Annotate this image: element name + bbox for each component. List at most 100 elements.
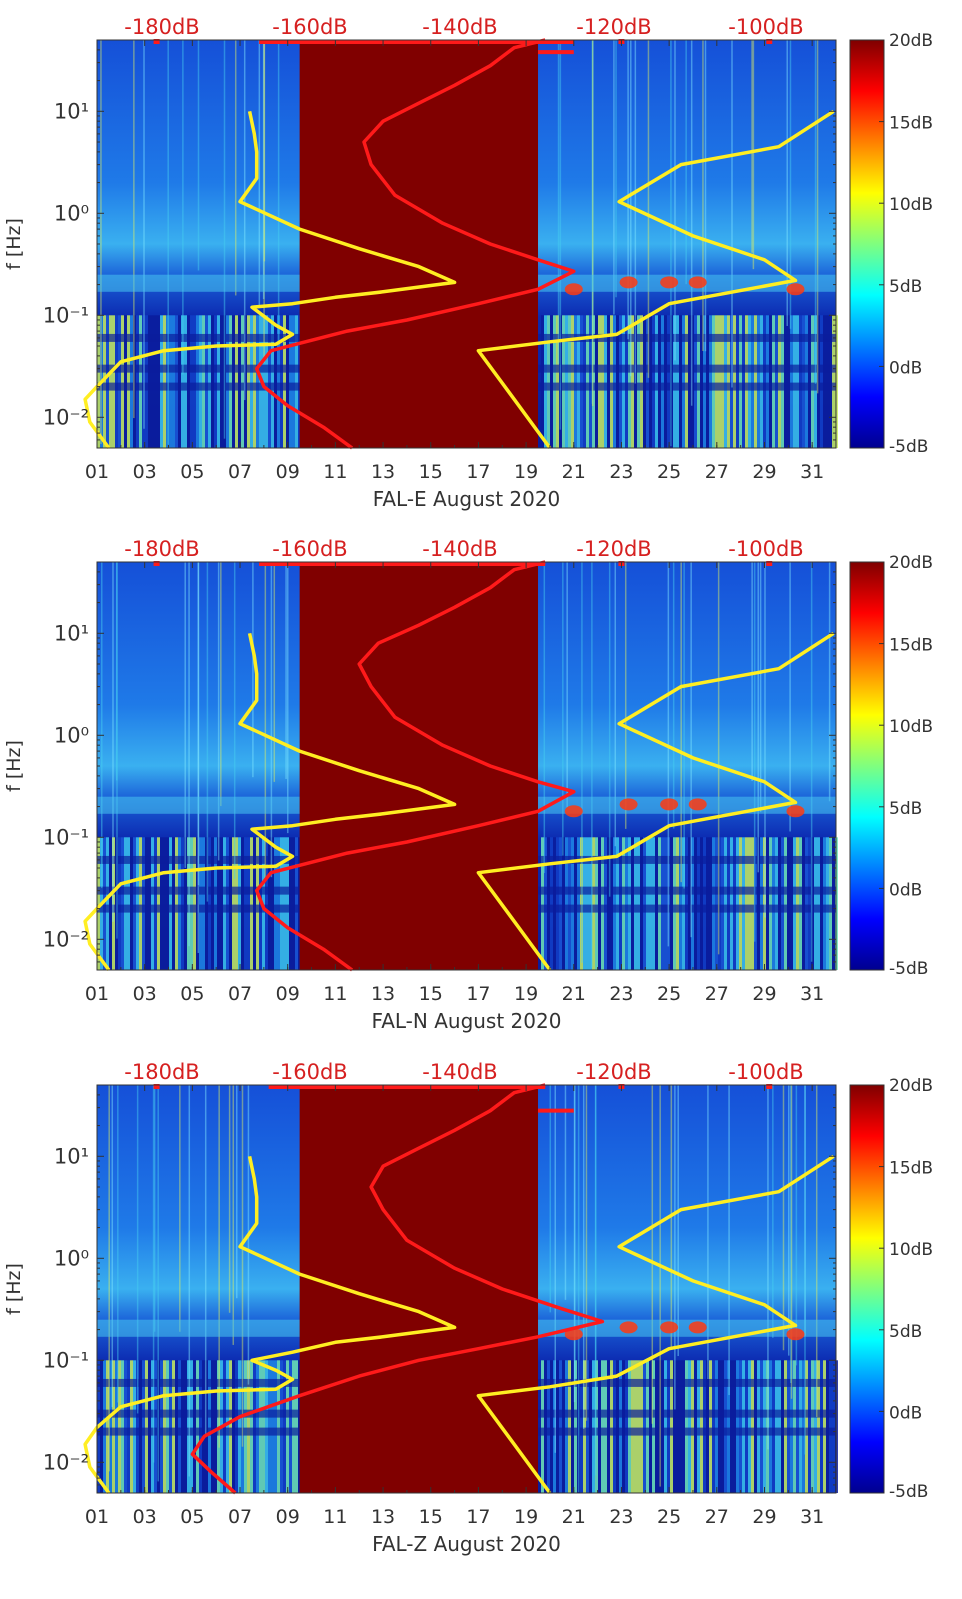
x-tick-label: 29 (752, 1506, 776, 1528)
noise-stripe (184, 315, 187, 448)
noise-stripe (274, 1360, 277, 1493)
x-tick-label: 23 (609, 983, 633, 1005)
event-streak (543, 562, 546, 874)
noise-stripe (673, 315, 676, 448)
noise-stripe (685, 837, 688, 970)
event-streak (273, 562, 276, 782)
noise-stripe (802, 837, 805, 970)
x-axis-label: FAL-Z August 2020 (372, 1532, 561, 1556)
noise-stripe (736, 837, 739, 970)
noise-stripe (760, 837, 763, 970)
noise-stripe (556, 315, 559, 448)
noise-stripe (133, 315, 136, 448)
top-axis-marker (766, 39, 773, 44)
noise-stripe (118, 1360, 121, 1493)
noise-stripe (817, 315, 820, 448)
noise-stripe (715, 315, 718, 448)
event-streak (690, 40, 693, 406)
noise-stripe (640, 315, 643, 448)
spectrogram-lowfreq-noise (97, 1360, 838, 1493)
event-streak (233, 562, 236, 879)
event-streak (634, 40, 637, 384)
noise-stripe (712, 837, 715, 970)
noise-stripe (574, 837, 577, 970)
event-streak (624, 562, 627, 829)
noise-stripe (775, 837, 778, 970)
noise-stripe (610, 1360, 613, 1493)
noise-stripe (289, 837, 292, 970)
yellow-noise-model-left (83, 1155, 457, 1495)
noise-stripe (607, 1360, 610, 1493)
event-streak (108, 1085, 110, 1472)
noise-stripe (211, 837, 214, 970)
noise-stripe (247, 1360, 250, 1493)
x-tick-label: 21 (562, 461, 586, 483)
noise-stripe (592, 1360, 595, 1493)
x-tick-label: 11 (323, 983, 347, 1005)
microseism-hotspot (619, 798, 638, 811)
event-streak (752, 40, 755, 270)
noise-stripe (139, 1360, 142, 1493)
noise-stripe (256, 1360, 259, 1493)
noise-stripe (166, 837, 169, 970)
noise-stripe (718, 837, 721, 970)
event-streak (683, 562, 685, 889)
event-streak (217, 562, 220, 861)
event-streak (566, 562, 568, 808)
noise-stripe (622, 315, 625, 448)
noise-stripe (550, 315, 553, 448)
noise-stripe (559, 837, 562, 970)
x-tick-label: 21 (562, 1506, 586, 1528)
noise-stripe (550, 1360, 553, 1493)
noise-stripe (235, 837, 238, 970)
noise-stripe (178, 315, 181, 448)
event-streak (234, 40, 237, 296)
event-streak (672, 562, 675, 829)
noise-stripe (544, 1360, 547, 1493)
noise-stripe (742, 1360, 745, 1493)
event-streak (197, 562, 200, 953)
noise-stripe (544, 315, 547, 448)
noise-stripe (703, 1360, 706, 1493)
yellow-noise-model-right (476, 109, 835, 450)
noise-stripe (607, 837, 610, 970)
noise-stripe (712, 315, 715, 448)
noise-stripe (595, 1360, 598, 1493)
noise-stripe (187, 1360, 190, 1493)
x-tick-label: 15 (419, 461, 443, 483)
noise-stripe (754, 1360, 757, 1493)
noise-stripe (289, 315, 292, 448)
event-streak (220, 562, 222, 807)
noise-stripe (139, 315, 142, 448)
noise-stripe (283, 1360, 286, 1493)
noise-stripe (604, 837, 607, 970)
x-tick-label: 19 (514, 983, 538, 1005)
x-tick-label: 19 (514, 1506, 538, 1528)
event-streak (790, 1085, 793, 1399)
event-streak (218, 1085, 220, 1448)
noise-stripe (298, 837, 301, 970)
event-streak (728, 1085, 730, 1396)
noise-stripe (202, 1360, 205, 1493)
colorbar-tick-label: 20dB (889, 1076, 933, 1096)
noise-stripe (196, 315, 199, 448)
noise-stripe (619, 837, 622, 970)
noise-stripe (142, 1360, 145, 1493)
noise-stripe (286, 315, 289, 448)
event-streak (264, 562, 267, 882)
noise-stripe (172, 1360, 175, 1493)
yellow-noise-model-left (83, 632, 457, 972)
noise-stripe (727, 837, 730, 970)
noise-stripe (175, 315, 178, 448)
noise-stripe (547, 837, 550, 970)
event-streak (117, 1085, 119, 1403)
event-streak (206, 562, 209, 902)
noise-stripe (739, 837, 742, 970)
noise-stripe (586, 837, 589, 970)
noise-stripe (565, 315, 568, 448)
noise-stripe (763, 1360, 766, 1493)
x-tick-label: 13 (371, 983, 395, 1005)
noise-stripe (787, 837, 790, 970)
noise-stripe (688, 1360, 691, 1493)
noise-stripe (646, 837, 649, 970)
